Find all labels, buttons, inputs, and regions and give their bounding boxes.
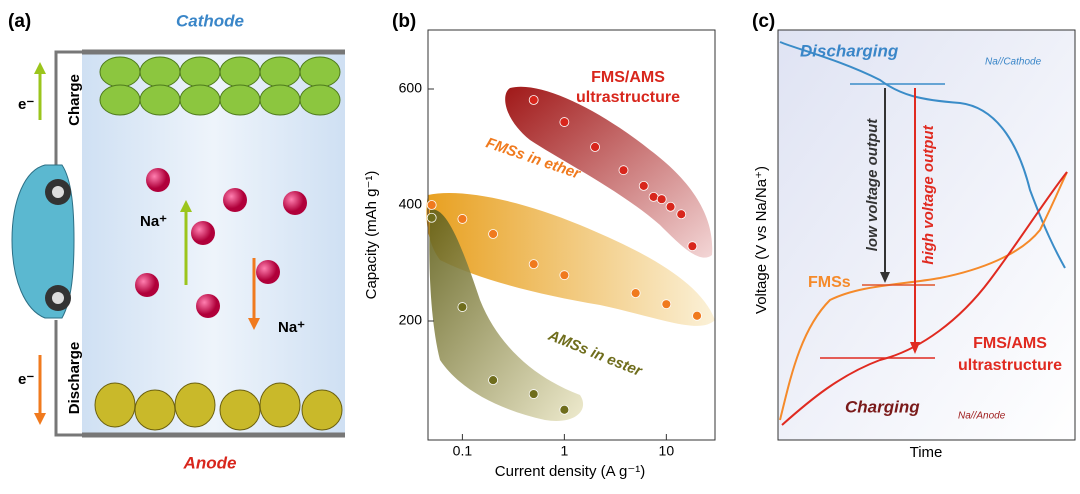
point: [687, 241, 698, 252]
panel-label: (c): [752, 11, 775, 32]
point: [457, 214, 468, 224]
panel-label: (a): [8, 11, 31, 32]
ultrastructure-label: FMS/AMS ultrastructure: [957, 335, 1063, 374]
point: [426, 200, 437, 210]
point: [692, 310, 702, 321]
ion-label: Na⁺: [278, 319, 305, 336]
high-voltage-label: high voltage output: [920, 124, 937, 264]
point: [676, 209, 687, 220]
electron-label: e⁻: [18, 371, 34, 388]
point: [528, 389, 539, 399]
point: [630, 288, 641, 299]
point: [559, 117, 570, 127]
point: [457, 302, 468, 312]
discharging-label: Discharging: [800, 41, 899, 60]
battery-diagram: [11, 49, 345, 438]
point: [488, 229, 498, 239]
point: [648, 191, 659, 202]
scatter-regions: [426, 86, 715, 421]
point: [528, 259, 539, 270]
y-tick-label: 400: [399, 196, 423, 212]
charging-subscript: Na//Anode: [958, 411, 1006, 422]
cathode-label: Cathode: [176, 11, 244, 30]
x-axis-label: Time: [910, 444, 943, 461]
point: [638, 180, 649, 191]
point: [426, 212, 437, 223]
anode-label: Anode: [183, 453, 237, 472]
fmss-label: FMSs: [808, 274, 851, 291]
electron-label: e⁻: [18, 96, 34, 113]
point: [559, 270, 570, 281]
series-label: FMS/AMS ultrastructure: [575, 69, 681, 106]
x-axis-label: Current density (A g⁻¹): [495, 463, 645, 480]
low-voltage-label: low voltage output: [864, 118, 881, 251]
y-axis-label: Capacity (mAh g⁻¹): [363, 171, 380, 300]
x-tick-label: 0.1: [453, 443, 473, 459]
plot-frame: [427, 29, 716, 441]
y-tick-label: 600: [399, 80, 423, 96]
point: [488, 375, 498, 386]
x-tick-label: 10: [659, 443, 675, 459]
point: [590, 142, 600, 152]
x-tick-label: 1: [560, 443, 568, 459]
ion-label: Na⁺: [140, 213, 167, 230]
point: [656, 194, 667, 205]
point: [528, 95, 539, 105]
point: [665, 201, 676, 212]
point: [661, 299, 672, 310]
point: [559, 404, 570, 415]
point: [618, 165, 629, 176]
y-axis-label: Voltage (V vs Na/Na⁺): [753, 166, 770, 314]
discharge-label: Discharge: [66, 342, 83, 415]
y-tick-label: 200: [399, 312, 423, 328]
voltage-schematic: [777, 29, 1076, 441]
discharging-subscript: Na//Cathode: [985, 57, 1042, 68]
panel-label: (b): [392, 11, 416, 32]
charge-label: Charge: [66, 74, 83, 126]
charging-label: Charging: [845, 397, 920, 416]
